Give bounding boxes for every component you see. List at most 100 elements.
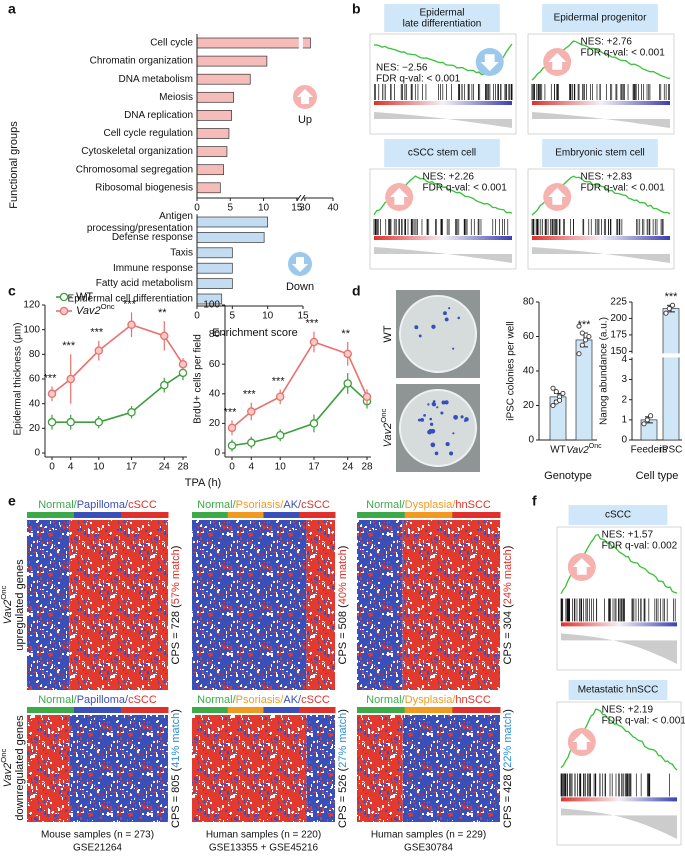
direction-arrow [480,54,499,72]
group-header: Normal/Papilloma/cSCC [38,694,157,706]
y-axis-label: Epidermal thickness (μm) [13,322,24,435]
group-name: hnSCC [455,499,491,511]
y-tick-label: 200 [610,313,627,324]
heatmap [69,520,168,690]
header-separator: / [298,694,302,706]
y-axis-label: iPSC colonies per well [506,321,517,421]
heatmap [306,715,335,822]
category-label: Antigen processing/presentation [87,211,193,234]
direction-arrow [572,557,591,575]
colony [432,400,436,403]
x-axis-label: TPA (h) [185,477,221,489]
bar [196,37,311,49]
gsea-title: Epidermal progenitor [554,13,647,24]
axis-break [298,24,303,201]
text-part: Vav2 [2,600,14,625]
bar [196,182,221,194]
group-label: Down [286,281,314,293]
significance: *** [306,318,320,330]
group-bar [452,512,501,518]
colony [418,334,422,338]
nes-label: NES: +2.19 [602,705,654,716]
y-tick-label: 3 [621,374,627,385]
row-label: Vav2Onc upregulated genes [0,559,26,651]
ranked-metric [374,247,512,263]
colony [431,402,436,406]
group-name: Normal [38,694,73,706]
category-label: Cytoskeletal organization [81,146,193,157]
colony [443,311,447,316]
data-point [309,419,319,428]
group-name: Papilloma [77,499,126,511]
text-part: CPS = 428 ( [502,767,514,828]
text-part: CPS = 526 ( [337,767,349,828]
x-tick-label: 0 [229,462,235,473]
heatmap [357,520,403,690]
data-point [579,330,585,336]
group-bar [357,707,406,713]
bar [196,278,233,289]
heatmap [27,520,70,690]
dataset-label: GSE13355 + GSE45216 [209,843,319,854]
category-label: Ribosomal biogenesis [95,182,193,193]
group-bar [299,512,336,518]
category-label: Cell cycle [150,38,193,49]
x-axis-label: Enrichment score [212,327,298,339]
ranked-metric [374,112,512,128]
data-point [579,342,585,348]
x-tick-label: 4 [249,462,255,473]
data-point [47,417,57,427]
colony [434,451,439,456]
text-part: Onc [379,408,388,422]
rank-colorbar [561,622,677,627]
x-tick-label: 10 [258,203,270,214]
bar [662,308,680,441]
x-tick-label: 24 [159,462,171,473]
colony [445,442,450,447]
y-tick-label: 1 [621,414,627,425]
panel-letter: e [8,493,16,509]
group-name: Dysplasia [405,499,454,511]
text-part: 41% match [170,713,182,768]
colony [464,417,469,422]
group-name: cSCC [128,694,157,706]
colony [444,400,449,405]
bar [196,91,234,103]
text-part: 24% match [502,549,514,604]
panel-letter: b [352,1,361,17]
ranked-metric [532,112,670,128]
y-tick-label: 0 [34,448,40,459]
y-tick-label: 60 [209,359,221,370]
y-tick-label: 20 [29,423,41,434]
header-separator: / [74,499,78,511]
direction-arrow [297,89,313,104]
category-label: Cell cycle regulation [104,128,194,139]
panel-letter: c [8,283,16,299]
bar [196,128,230,139]
plate-label: Vav2Onc [379,408,394,447]
direction-arrow [548,187,567,205]
y-axis-label: Functional groups [8,121,20,209]
x-tick-label: 5 [227,203,233,214]
significance: *** [665,291,679,303]
data-point [560,390,566,396]
text-part: 40% match [337,549,349,604]
panel-letter: a [8,1,16,17]
nes-label: NES: −2.56 [376,63,428,74]
text-part: ) [337,709,349,713]
heatmap [192,520,307,690]
x-tick-label: 10 [275,462,287,473]
colony [452,347,455,350]
group-header: Normal/Psoriasis/AK/cSCC [197,499,330,511]
text-part: upregulated genes [14,559,26,651]
y-tick-label: 120 [23,300,40,311]
group-bar [452,707,501,713]
colony [460,415,464,419]
data-point [343,379,352,388]
rank-colorbar [532,101,670,105]
legend-marker [59,306,69,316]
group-bar [227,512,264,518]
ranked-metric [561,808,677,839]
data-point [160,380,169,390]
group-name: cSCC [128,499,157,511]
